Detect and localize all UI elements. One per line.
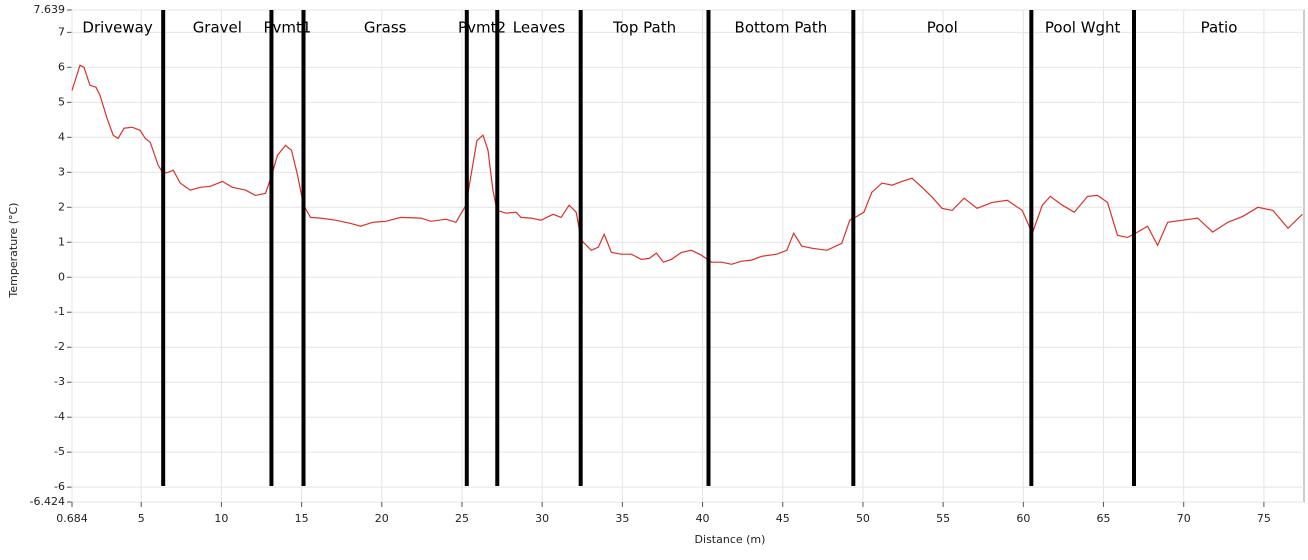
x-tick-label: 10 [214, 512, 228, 525]
y-tick-label: -6 [54, 480, 65, 493]
y-tick-label: 5 [58, 95, 65, 108]
region-label: Patio [1201, 19, 1238, 37]
region-label: Driveway [82, 19, 152, 37]
x-tick-label: 45 [776, 512, 790, 525]
x-tick-label: 20 [375, 512, 389, 525]
x-tick-label: 30 [535, 512, 549, 525]
y-tick-label: 2 [58, 200, 65, 213]
region-label: Bottom Path [735, 19, 828, 37]
x-tick-label: 70 [1177, 512, 1191, 525]
region-label: Top Path [612, 19, 676, 37]
x-tick-label: 65 [1097, 512, 1111, 525]
region-label: Pvmt2 [458, 19, 506, 37]
x-tick-label: 55 [936, 512, 950, 525]
x-tick-label: 5 [138, 512, 145, 525]
y-tick-label: 7.639 [34, 3, 66, 16]
y-tick-label: 4 [58, 130, 65, 143]
y-tick-label: -1 [54, 305, 65, 318]
region-label: Leaves [513, 19, 566, 37]
x-tick-label: 50 [856, 512, 870, 525]
x-tick-label: 15 [295, 512, 309, 525]
y-tick-label: -5 [54, 445, 65, 458]
y-axis-label: Temperature (°C) [7, 203, 20, 299]
y-tick-label: 3 [58, 165, 65, 178]
y-tick-label: 0 [58, 270, 65, 283]
y-tick-label: -3 [54, 375, 65, 388]
x-tick-label: 40 [696, 512, 710, 525]
plot-area [71, 9, 1305, 503]
y-tick-label: 1 [58, 235, 65, 248]
x-tick-label: 25 [455, 512, 469, 525]
x-tick-label: 60 [1016, 512, 1030, 525]
temperature-line [71, 64, 1303, 265]
y-tick-label: -2 [54, 340, 65, 353]
region-label: Pvmt1 [264, 19, 312, 37]
region-label: Pool Wght [1045, 19, 1121, 37]
x-tick-label: 75 [1257, 512, 1271, 525]
region-label: Pool [927, 19, 958, 37]
x-tick-label: 35 [615, 512, 629, 525]
region-label: Gravel [193, 19, 242, 37]
y-tick-label: 6 [58, 60, 65, 73]
region-label: Grass [364, 19, 407, 37]
y-tick-label: -6.424 [30, 495, 65, 508]
y-tick-label: 7 [58, 25, 65, 38]
x-tick-label: 0.684 [56, 512, 88, 525]
y-tick-label: -4 [54, 410, 65, 423]
x-axis-label: Distance (m) [695, 533, 766, 546]
